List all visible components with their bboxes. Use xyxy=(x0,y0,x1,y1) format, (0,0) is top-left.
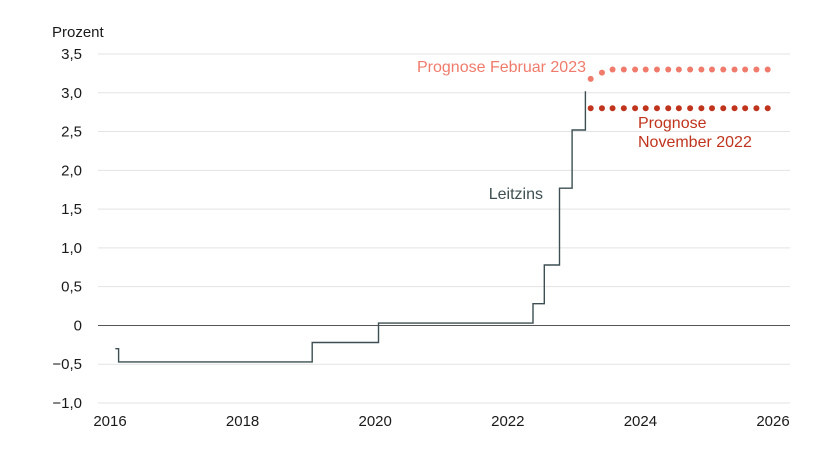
data-point xyxy=(642,105,649,112)
data-point xyxy=(587,75,594,82)
data-point xyxy=(675,66,682,73)
data-point xyxy=(753,105,760,112)
data-point xyxy=(764,105,771,112)
y-tick-label: 3,5 xyxy=(61,46,82,63)
y-tick-label: 0 xyxy=(74,317,82,334)
y-tick-labels: −1,0 −0,5 0 0,5 1,0 1,5 2,0 2,5 3,0 3,5 xyxy=(52,46,82,412)
data-point xyxy=(609,105,616,112)
data-point xyxy=(598,69,605,76)
data-point xyxy=(709,66,716,73)
y-tick-label: 0,5 xyxy=(61,279,82,296)
x-tick-label: 2022 xyxy=(491,413,524,430)
annotation-layer: Leitzins Prognose Februar 2023 Prognose Nov… xyxy=(417,59,752,203)
data-point xyxy=(753,66,760,73)
data-point xyxy=(620,66,627,73)
y-tick-label: 1,5 xyxy=(61,201,82,218)
data-point xyxy=(653,66,660,73)
data-point xyxy=(687,105,694,112)
y-axis-label: Prozent xyxy=(52,24,105,41)
y-tick-label: 2,5 xyxy=(61,124,82,141)
data-point xyxy=(665,66,672,73)
data-point xyxy=(742,105,749,112)
data-point xyxy=(720,105,727,112)
data-point xyxy=(698,105,705,112)
data-point xyxy=(731,105,738,112)
data-point xyxy=(731,66,738,73)
series-annotation: Prognose xyxy=(638,115,707,132)
data-point xyxy=(653,105,660,112)
x-tick-label: 2020 xyxy=(359,413,392,430)
x-tick-labels: 2016 2018 2020 2022 2024 2026 xyxy=(93,413,789,430)
data-point xyxy=(587,105,594,112)
series-annotation: Leitzins xyxy=(489,186,543,203)
x-tick-label: 2016 xyxy=(93,413,126,430)
data-point xyxy=(698,66,705,73)
data-point xyxy=(764,66,771,73)
series-annotation: November 2022 xyxy=(638,134,752,151)
data-point xyxy=(687,66,694,73)
y-tick-label: 3,0 xyxy=(61,85,82,102)
x-tick-label: 2018 xyxy=(226,413,259,430)
series-layer xyxy=(115,66,771,363)
x-tick-label: 2026 xyxy=(756,413,789,430)
x-tick-label: 2024 xyxy=(624,413,657,430)
data-point xyxy=(709,105,716,112)
y-tick-label: 2,0 xyxy=(61,162,82,179)
data-point xyxy=(720,66,727,73)
y-tick-label: −0,5 xyxy=(52,356,82,373)
series-annotation: Prognose Februar 2023 xyxy=(417,59,586,76)
y-tick-label: 1,0 xyxy=(61,240,82,257)
data-point xyxy=(632,105,639,112)
data-point xyxy=(598,105,605,112)
series-line-leitzins xyxy=(115,91,587,363)
grid-lines xyxy=(98,53,790,404)
data-point xyxy=(642,66,649,73)
data-point xyxy=(609,66,616,73)
data-point xyxy=(620,105,627,112)
data-point xyxy=(742,66,749,73)
data-point xyxy=(675,105,682,112)
data-point xyxy=(632,66,639,73)
data-point xyxy=(665,105,672,112)
y-tick-label: −1,0 xyxy=(52,395,82,412)
